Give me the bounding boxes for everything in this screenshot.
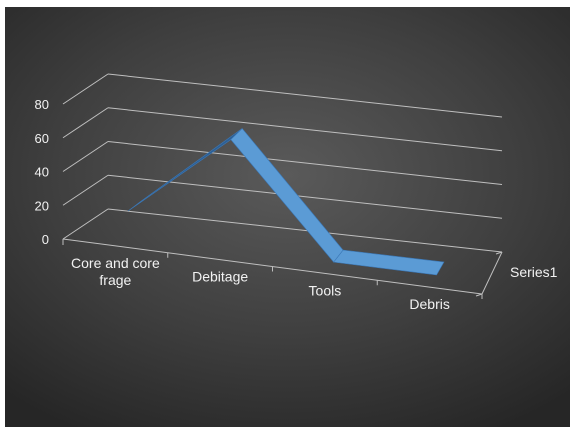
side-gridline (62, 107, 109, 139)
side-gridline (62, 208, 109, 240)
depth-axis-tick (475, 293, 483, 297)
side-gridline (62, 174, 109, 206)
gridline (107, 141, 503, 185)
x-tick-label: Debris (409, 296, 449, 312)
y-tick-label: 40 (35, 165, 49, 180)
y-tick-label: 80 (35, 97, 49, 112)
x-tick-label: Core and core frage (71, 255, 160, 288)
gridline (107, 174, 503, 219)
side-gridline (62, 141, 109, 172)
series-segment (333, 249, 445, 276)
gridline (107, 107, 503, 152)
series-label: Series1 (510, 264, 558, 280)
series-segment (230, 128, 344, 263)
y-tick-label: 60 (35, 131, 49, 146)
series-segment (127, 128, 243, 212)
series-ribbon (127, 128, 445, 276)
gridlines: 0 20 40 60 80 (35, 73, 503, 253)
gridline (107, 73, 503, 118)
depth-axis-line (481, 251, 503, 295)
chart-area: 0 20 40 60 80 Core and core frage Debitage Tools… (5, 7, 570, 427)
line-chart-3d: 0 20 40 60 80 Core and core frage Debitage Tools… (35, 73, 558, 312)
depth-axis-tick (495, 251, 503, 255)
x-tick-label: Debitage (192, 269, 248, 285)
y-tick-label: 20 (35, 198, 49, 213)
x-tick-label: Tools (309, 282, 342, 298)
y-tick-label: 0 (42, 232, 49, 247)
side-gridline (62, 73, 109, 105)
gridline (107, 208, 503, 253)
